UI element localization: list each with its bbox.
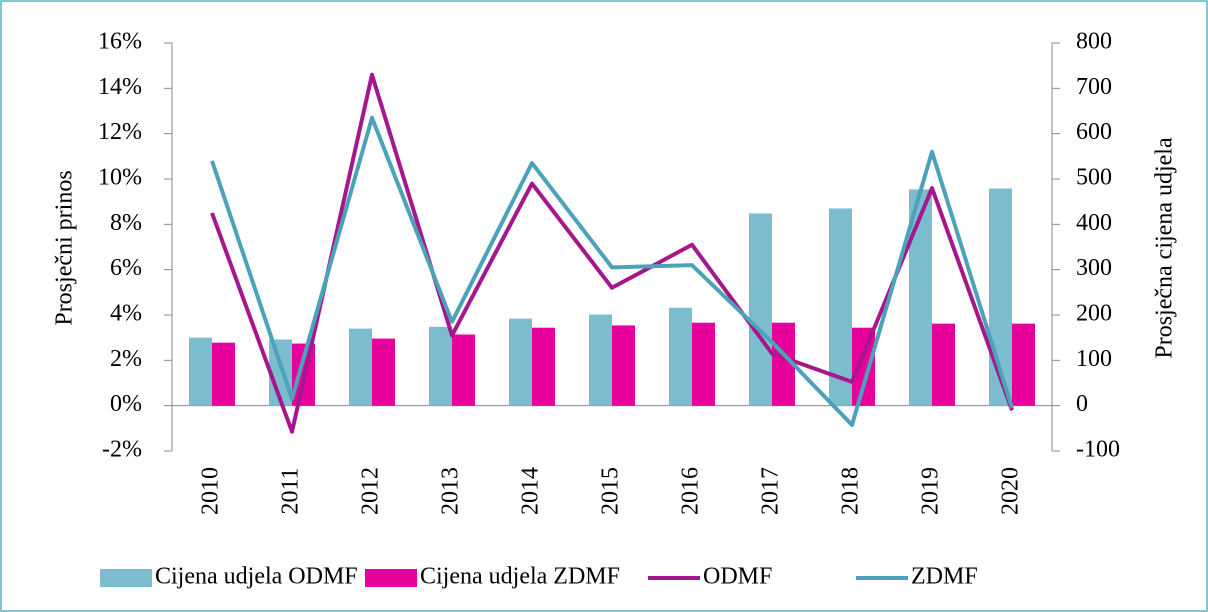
- legend-swatch: [100, 569, 152, 587]
- legend-label: Cijena udjela ODMF: [155, 564, 358, 590]
- x-tick-label: 2011: [278, 467, 304, 514]
- y-tick-label: -2%: [102, 437, 142, 463]
- y2-tick-label: 500: [1076, 165, 1112, 191]
- y2-tick-label: 200: [1076, 301, 1112, 327]
- y2-tick-label: 100: [1076, 346, 1112, 372]
- x-tick-label: 2019: [918, 467, 944, 515]
- y-tick-label: 0%: [110, 391, 142, 417]
- legend-swatch: [365, 569, 417, 587]
- y-tick-label: 2%: [110, 346, 142, 372]
- y-axis-label: Prosječni prinos: [52, 170, 78, 325]
- bar: [372, 338, 395, 406]
- x-tick-label: 2020: [998, 467, 1024, 515]
- y-tick-label: 12%: [98, 119, 142, 145]
- line: [210, 72, 1014, 434]
- legend-label: Cijena udjela ZDMF: [420, 564, 620, 590]
- bar: [212, 342, 235, 406]
- x-tick-label: 2015: [598, 467, 624, 515]
- x-tick-label: 2012: [358, 467, 384, 515]
- y-tick-label: 14%: [98, 74, 142, 100]
- bar: [509, 318, 532, 406]
- x-tick-label: 2016: [678, 467, 704, 515]
- y2-tick-label: 700: [1076, 74, 1112, 100]
- y2-tick-label: 0: [1076, 391, 1088, 417]
- bar: [692, 322, 715, 406]
- y2-axis-label: Prosječna cijena udjela: [1152, 137, 1178, 359]
- bar: [829, 208, 852, 406]
- x-tick-label: 2013: [438, 467, 464, 515]
- legend-label: ODMF: [703, 564, 772, 590]
- bar: [612, 325, 635, 406]
- bar: [749, 213, 772, 406]
- bar: [1012, 323, 1035, 406]
- y2-tick-label: 800: [1076, 29, 1112, 55]
- y-tick-label: 10%: [98, 165, 142, 191]
- y2-tick-label: 300: [1076, 255, 1112, 281]
- bar: [932, 323, 955, 406]
- x-tick-label: 2017: [758, 467, 784, 515]
- y-tick-label: 6%: [110, 255, 142, 281]
- legend-label: ZDMF: [911, 564, 978, 590]
- bar: [669, 307, 692, 406]
- y2-tick-label: 400: [1076, 210, 1112, 236]
- bar: [189, 337, 212, 406]
- x-tick-label: 2010: [198, 467, 224, 515]
- line: [210, 115, 1014, 427]
- bar: [349, 328, 372, 406]
- y-tick-label: 8%: [110, 210, 142, 236]
- bar: [852, 327, 875, 406]
- x-tick-label: 2018: [838, 467, 864, 515]
- bar: [452, 334, 475, 406]
- y-tick-label: 16%: [98, 29, 142, 55]
- bar: [532, 327, 555, 406]
- x-tick-label: 2014: [518, 467, 544, 515]
- bar: [909, 189, 932, 406]
- y2-tick-label: -100: [1076, 437, 1120, 463]
- bar: [772, 322, 795, 406]
- y2-tick-label: 600: [1076, 119, 1112, 145]
- bar: [429, 326, 452, 406]
- y-tick-label: 4%: [110, 301, 142, 327]
- bar: [589, 314, 612, 406]
